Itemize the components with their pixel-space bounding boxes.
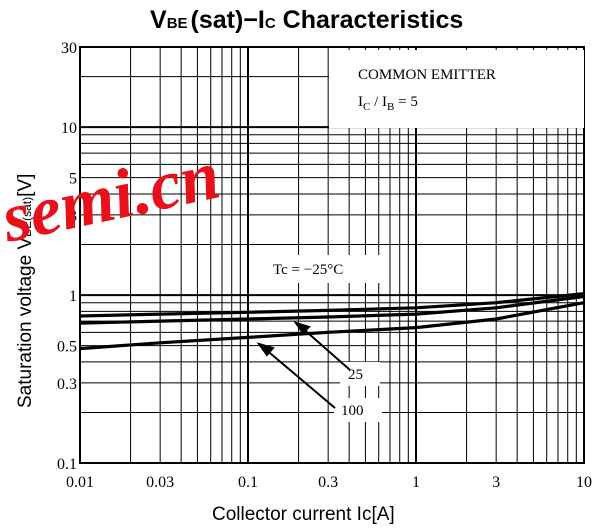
arrow-25-head [293, 321, 311, 335]
series-label-tc-minus25: Tc = −25°C [273, 262, 343, 278]
series-line-1 [79, 294, 585, 325]
series-label-100: 100 [341, 403, 364, 419]
x-tick-label: 10 [576, 474, 592, 491]
x-tick-label: 0.03 [146, 474, 174, 491]
y-tick-label: 1 [69, 288, 77, 305]
x-tick-label: 1 [412, 474, 420, 491]
label-100-background [334, 398, 382, 422]
series-line-2 [79, 301, 585, 351]
annotation-common-emitter: COMMON EMITTER [358, 67, 496, 83]
chart-title: VBE (sat)−IC Characteristics [150, 6, 463, 34]
y-tick-label: 30 [61, 40, 77, 57]
annotation-box [329, 50, 584, 128]
x-tick-label: 3 [492, 474, 500, 491]
tick-labels: 0.01 0.03 0.1 0.3 1 3 10 0.1 0.3 0.5 1 3 5 10 30 [57, 40, 592, 491]
plot-frame [79, 46, 585, 464]
y-axis-label: Saturation voltage VBE(sat)[V] [15, 174, 36, 408]
series-group [79, 292, 585, 351]
leader-arrows [256, 321, 351, 409]
series-line-0 [79, 292, 585, 318]
watermark: semi.cn [0, 137, 226, 258]
x-tick-label: 0.01 [66, 474, 94, 491]
label-tc-background [266, 255, 386, 283]
arrow-100-line [263, 347, 336, 409]
x-tick-label: 0.1 [238, 474, 258, 491]
y-tick-label: 5 [69, 171, 77, 188]
x-axis-label: Collector current Ic[A] [212, 504, 395, 525]
series-label-25: 25 [348, 367, 363, 383]
y-tick-label: 3 [69, 208, 77, 225]
x-tick-label: 0.3 [318, 474, 338, 491]
y-tick-label: 0.3 [57, 376, 77, 393]
y-tick-label: 0.5 [57, 339, 77, 356]
annotation-ic-ib: IC / IB = 5 [358, 94, 418, 113]
arrow-25-line [299, 325, 351, 371]
y-tick-label: 10 [61, 120, 77, 137]
arrow-100-head [256, 342, 275, 357]
y-tick-label: 0.1 [57, 456, 77, 473]
